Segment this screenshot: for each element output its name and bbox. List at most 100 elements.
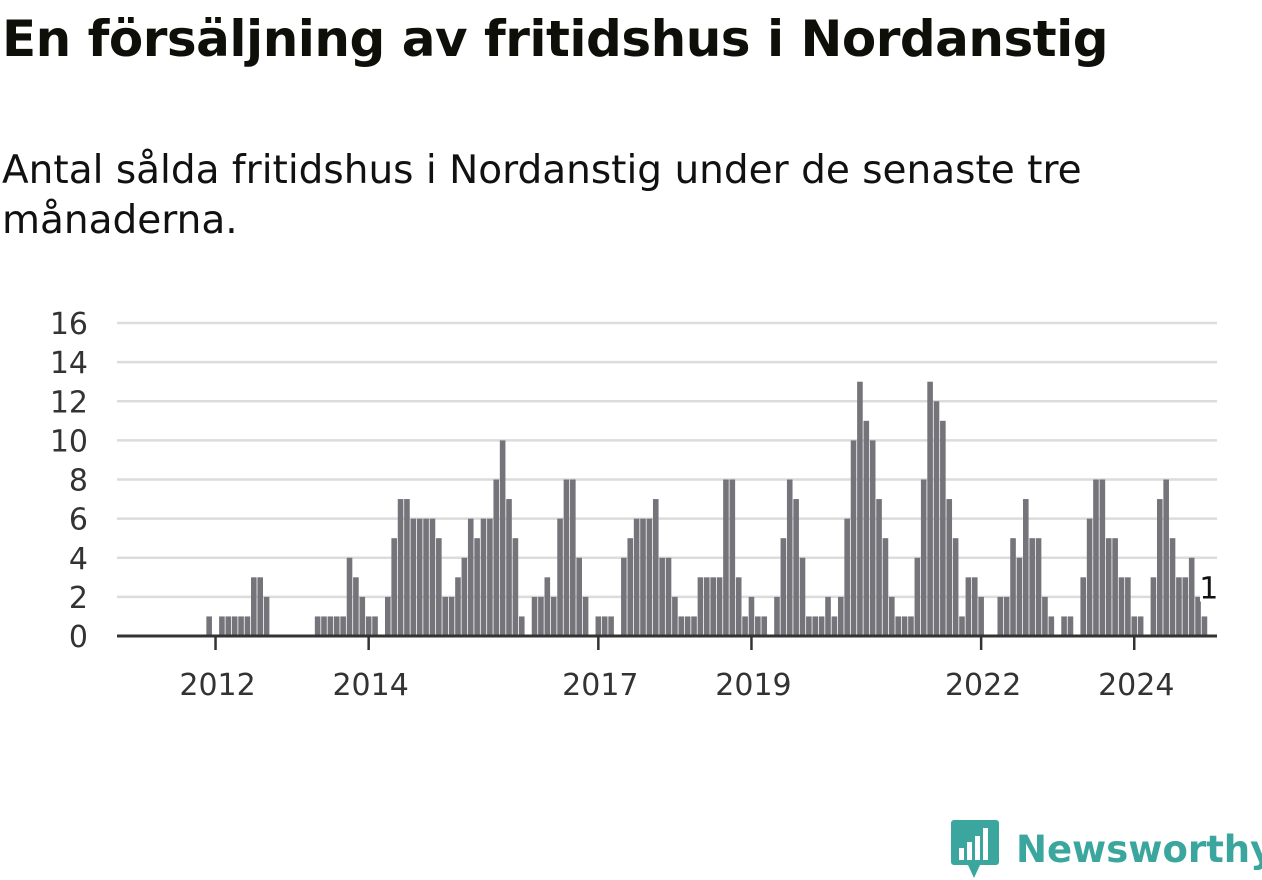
y-tick-label: 6 — [69, 503, 88, 538]
bar — [582, 596, 589, 636]
bar — [1105, 538, 1112, 636]
bar — [576, 557, 582, 636]
bar — [786, 479, 793, 636]
bar — [557, 518, 563, 636]
bar — [940, 420, 946, 636]
bar — [876, 499, 882, 636]
bar — [219, 616, 225, 636]
bar — [487, 518, 493, 636]
bar — [1061, 616, 1067, 636]
bar — [544, 577, 551, 636]
bar — [595, 616, 602, 636]
chart-subtitle: Antal sålda fritidshus i Nordanstig unde… — [2, 148, 1082, 243]
bar — [467, 518, 474, 636]
bar — [908, 616, 914, 636]
bar — [799, 557, 806, 636]
bar — [965, 577, 972, 636]
bar — [423, 518, 429, 636]
bar — [761, 616, 768, 636]
bar — [659, 557, 665, 636]
bar — [895, 616, 901, 636]
bar — [518, 616, 525, 636]
bar — [1176, 577, 1182, 636]
bar — [729, 479, 736, 636]
bar — [927, 381, 933, 636]
bar — [780, 538, 787, 636]
bar — [531, 596, 538, 636]
bar — [257, 577, 263, 636]
x-tick-label: 2012 — [179, 668, 255, 703]
x-tick-label: 2024 — [1098, 668, 1174, 703]
newsworthy-wordmark: Newsworthy — [1016, 827, 1262, 871]
bar — [946, 499, 953, 636]
bar — [652, 499, 659, 636]
bar — [818, 616, 825, 636]
bar — [353, 577, 359, 636]
bar — [436, 538, 442, 636]
bar — [327, 616, 334, 636]
bar — [314, 616, 321, 636]
bar — [206, 616, 212, 636]
bar — [474, 538, 480, 636]
bar — [1131, 616, 1138, 636]
bar — [1137, 616, 1144, 636]
bar — [735, 577, 742, 636]
bar — [889, 596, 895, 636]
bar — [774, 596, 780, 636]
x-tick-label: 2022 — [945, 668, 1021, 703]
bar — [1086, 518, 1093, 636]
bar — [1163, 479, 1169, 636]
bar — [238, 616, 244, 636]
y-tick-label: 14 — [50, 346, 88, 381]
bar — [697, 577, 704, 636]
bar — [665, 557, 672, 636]
y-tick-label: 4 — [69, 542, 88, 577]
bar — [346, 557, 353, 636]
bar — [882, 538, 889, 636]
x-tick-label: 2019 — [715, 668, 791, 703]
bar — [748, 596, 755, 636]
bar — [627, 538, 634, 636]
bar — [1016, 557, 1023, 636]
bar — [1048, 616, 1055, 636]
bar — [1003, 596, 1010, 636]
bar — [857, 381, 863, 636]
bar — [340, 616, 346, 636]
bar — [493, 479, 500, 636]
bar — [723, 479, 729, 636]
bar — [793, 499, 799, 636]
bar — [608, 616, 614, 636]
bar — [1080, 577, 1087, 636]
bar — [1182, 577, 1189, 636]
bar — [1010, 538, 1016, 636]
bar — [455, 577, 461, 636]
bar — [742, 616, 748, 636]
bar — [333, 616, 340, 636]
bar — [570, 479, 576, 636]
bar — [691, 616, 697, 636]
bar — [225, 616, 232, 636]
bar — [365, 616, 372, 636]
bar — [1067, 616, 1074, 636]
y-tick-label: 16 — [50, 307, 88, 342]
bar — [672, 596, 678, 636]
bar — [1099, 479, 1106, 636]
bar — [633, 518, 640, 636]
bar — [914, 557, 921, 636]
bar — [416, 518, 423, 636]
bar — [1188, 557, 1195, 636]
bar — [901, 616, 908, 636]
bar — [1035, 538, 1042, 636]
bar — [755, 616, 761, 636]
bar — [933, 401, 940, 636]
bar — [397, 499, 404, 636]
bar — [646, 518, 653, 636]
newsworthy-logo[interactable]: Newsworthy — [950, 818, 1262, 880]
bar — [231, 616, 238, 636]
bar — [1112, 538, 1118, 636]
bar — [806, 616, 812, 636]
y-tick-label: 12 — [50, 385, 88, 420]
bar — [704, 577, 710, 636]
bar — [678, 616, 685, 636]
bar — [601, 616, 608, 636]
